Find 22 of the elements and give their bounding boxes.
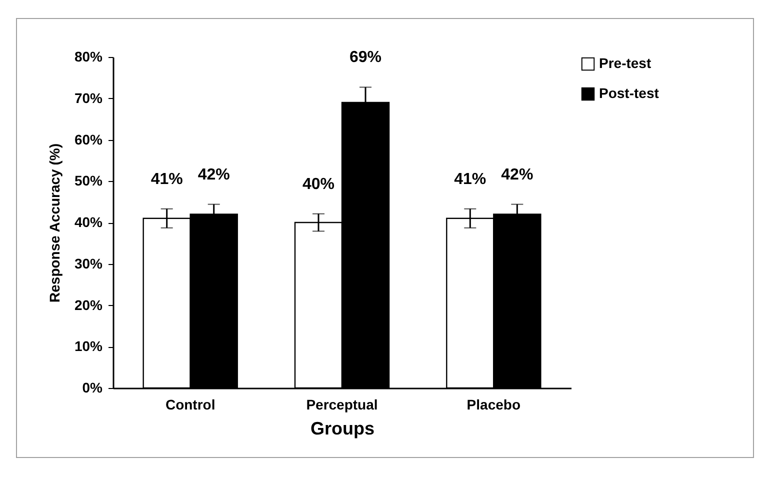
x-tick-label: Placebo xyxy=(466,396,521,412)
data-label: 40% xyxy=(302,176,335,193)
y-tick-label: 80% xyxy=(74,48,104,64)
y-tick-label: 0% xyxy=(82,380,104,396)
x-tick-label: Perceptual xyxy=(306,396,378,412)
y-tick-label: 60% xyxy=(74,131,104,148)
data-label: 42% xyxy=(198,166,230,184)
legend-label: Pre-test xyxy=(599,55,652,71)
y-tick-label: 70% xyxy=(74,90,104,106)
y-tick-label: 30% xyxy=(74,255,104,272)
data-label: 69% xyxy=(349,49,382,66)
data-label: 42% xyxy=(501,166,534,184)
x-axis-title: Groups xyxy=(310,418,375,438)
x-tick-label: Control xyxy=(165,396,216,412)
data-label: 41% xyxy=(454,170,486,188)
y-tick-label: 40% xyxy=(74,214,104,230)
y-axis-title: Response Accuracy (%) xyxy=(46,144,62,302)
y-tick-label: 20% xyxy=(74,296,104,313)
y-tick-label: 10% xyxy=(74,338,104,354)
data-label: 41% xyxy=(150,170,183,188)
y-tick-label: 50% xyxy=(74,172,104,189)
legend-label: Post-test xyxy=(599,85,660,101)
